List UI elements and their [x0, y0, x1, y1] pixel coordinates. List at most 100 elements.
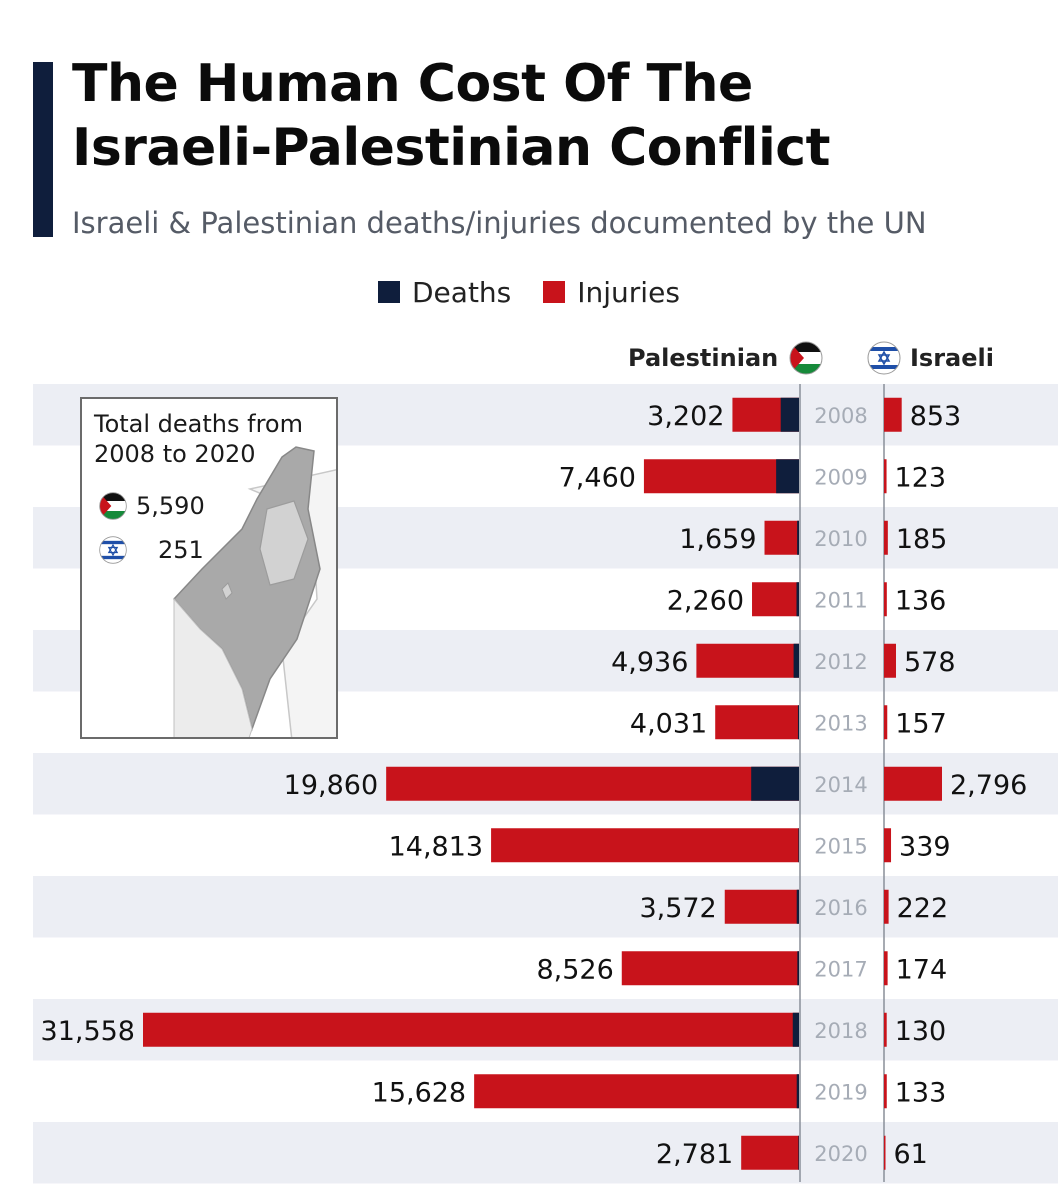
israeli-injuries-bar: [884, 643, 896, 678]
palestinian-deaths-bar: [796, 1074, 799, 1109]
palestinian-value-label: 2,781: [656, 1139, 733, 1170]
palestinian-value-label: 4,031: [630, 708, 707, 739]
palestine-flag-icon: [789, 341, 823, 375]
israeli-value-label: 185: [896, 524, 948, 555]
israeli-injuries-bar: [884, 1135, 886, 1170]
palestinian-value-label: 31,558: [41, 1016, 135, 1047]
israeli-value-label: 136: [895, 585, 947, 616]
palestinian-injuries-bar: [724, 889, 799, 924]
legend-label-deaths: Deaths: [412, 275, 512, 309]
palestinian-injuries-bar: [643, 459, 799, 494]
row-band: [33, 1122, 1058, 1184]
palestinian-deaths-bar: [797, 520, 799, 555]
chart-subtitle: Israeli & Palestinian deaths/injuries do…: [72, 206, 927, 240]
palestinian-injuries-bar: [491, 828, 799, 863]
year-label: 2014: [814, 773, 867, 797]
israeli-value-label: 123: [895, 462, 947, 493]
palestinian-value-label: 3,572: [639, 893, 716, 924]
israeli-injuries-bar: [884, 766, 942, 801]
palestinian-deaths-bar: [798, 828, 799, 863]
palestine-flag-icon: [99, 492, 127, 520]
israeli-value-label: 2,796: [950, 770, 1027, 801]
palestinian-injuries-bar: [741, 1135, 799, 1170]
year-label: 2019: [814, 1080, 867, 1104]
inset-row-palestinian: 5,590: [98, 491, 205, 521]
legend-label-injuries: Injuries: [577, 275, 680, 309]
year-label: 2010: [814, 527, 867, 551]
palestinian-value-label: 4,936: [611, 647, 688, 678]
palestinian-deaths-bar: [797, 705, 799, 740]
palestinian-deaths-bar: [797, 951, 799, 986]
year-label: 2017: [814, 957, 867, 981]
year-label: 2008: [814, 404, 867, 428]
legend-item-deaths: Deaths: [378, 276, 511, 309]
israel-flag-icon: [867, 341, 901, 375]
israeli-injuries-bar: [884, 828, 892, 863]
israeli-injuries-bar: [884, 1012, 887, 1047]
israeli-value-label: 130: [895, 1016, 947, 1047]
title-accent-bar: [33, 62, 53, 237]
palestinian-injuries-bar: [752, 582, 799, 617]
legend-swatch-injuries: [543, 281, 566, 303]
israel-flag-icon: [99, 536, 127, 564]
chart-title: The Human Cost Of The Israeli-Palestinia…: [72, 54, 830, 178]
palestinian-deaths-bar: [796, 889, 799, 924]
israeli-injuries-bar: [884, 459, 887, 494]
palestinian-deaths-bar: [780, 397, 799, 432]
israeli-injuries-bar: [884, 951, 888, 986]
israeli-value-label: 174: [896, 954, 948, 985]
palestinian-deaths-bar: [796, 582, 799, 617]
inset-total-deaths: Total deaths from 2008 to 2020 5,590: [80, 397, 338, 739]
palestinian-injuries-bar: [715, 705, 799, 740]
palestinian-deaths-bar: [793, 643, 799, 678]
palestinian-value-label: 19,860: [284, 770, 378, 801]
palestinian-value-label: 8,526: [536, 954, 613, 985]
column-label-palestinian: Palestinian: [628, 344, 779, 372]
palestinian-injuries-bar: [764, 520, 799, 555]
palestinian-value-label: 7,460: [559, 462, 636, 493]
palestinian-injuries-bar: [696, 643, 799, 678]
year-label: 2009: [814, 465, 867, 489]
palestinian-deaths-bar: [751, 766, 799, 801]
israeli-injuries-bar: [884, 889, 889, 924]
legend-swatch-deaths: [378, 281, 400, 303]
year-label: 2015: [814, 834, 867, 858]
israeli-value-label: 133: [895, 1077, 947, 1108]
israeli-value-label: 61: [894, 1139, 928, 1170]
column-header-palestinian: Palestinian: [628, 340, 824, 376]
israeli-injuries-bar: [884, 582, 887, 617]
israeli-value-label: 157: [895, 708, 947, 739]
palestinian-value-label: 1,659: [679, 524, 756, 555]
israeli-injuries-bar: [884, 705, 888, 740]
legend-item-injuries: Injuries: [543, 276, 680, 309]
israeli-injuries-bar: [884, 520, 888, 555]
israel-palestine-map-icon: [172, 446, 336, 737]
inset-row-israeli: 251: [98, 535, 204, 565]
legend: Deaths Injuries: [378, 274, 712, 310]
israeli-value-label: 222: [897, 893, 949, 924]
palestinian-injuries-bar: [621, 951, 799, 986]
column-label-israeli: Israeli: [910, 344, 994, 372]
palestinian-injuries-bar: [386, 766, 799, 801]
year-label: 2011: [814, 588, 867, 612]
year-label: 2018: [814, 1019, 867, 1043]
israeli-value-label: 853: [910, 401, 962, 432]
palestinian-injuries-bar: [143, 1012, 799, 1047]
inset-palestinian-deaths: 5,590: [136, 492, 205, 520]
year-label: 2013: [814, 711, 867, 735]
palestinian-value-label: 2,260: [667, 585, 744, 616]
israeli-injuries-bar: [884, 397, 902, 432]
palestinian-deaths-bar: [798, 1135, 799, 1170]
inset-title: Total deaths from 2008 to 2020: [94, 410, 303, 468]
palestinian-value-label: 3,202: [647, 401, 724, 432]
column-header-israeli: Israeli: [866, 340, 994, 376]
year-label: 2012: [814, 650, 867, 674]
year-label: 2020: [814, 1142, 867, 1166]
year-label: 2016: [814, 896, 867, 920]
palestinian-injuries-bar: [474, 1074, 799, 1109]
palestinian-value-label: 15,628: [372, 1077, 466, 1108]
israeli-value-label: 578: [904, 647, 956, 678]
palestinian-value-label: 14,813: [389, 831, 483, 862]
israeli-injuries-bar: [884, 1074, 887, 1109]
